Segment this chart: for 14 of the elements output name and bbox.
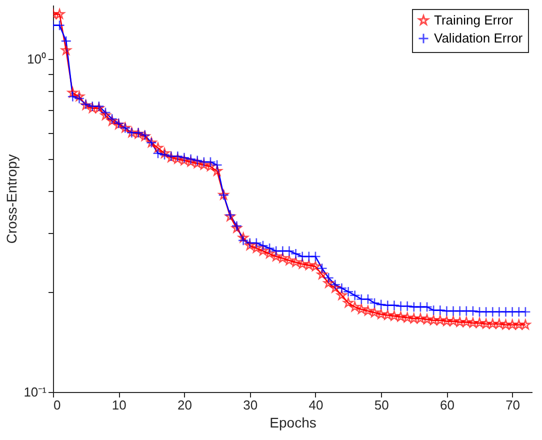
x-tick-label: 30 [243,398,258,412]
x-tick-label: 40 [308,398,324,412]
y-tick-label: 10⁰ [27,51,46,66]
x-tick-label: 70 [506,398,520,412]
y-axis-title: Cross-Entropy [4,154,20,244]
legend-label: Training Error [434,12,514,28]
x-tick-label: 10 [112,398,126,412]
x-tick-label: 20 [178,398,192,412]
x-tick-label: 60 [440,398,454,412]
x-tick-label: 0 [54,398,61,412]
x-axis-title: Epochs [270,414,316,430]
x-tick-label: 50 [374,398,389,412]
legend-label: Validation Error [434,30,524,46]
y-tick-label: 10⁻¹ [24,384,48,400]
